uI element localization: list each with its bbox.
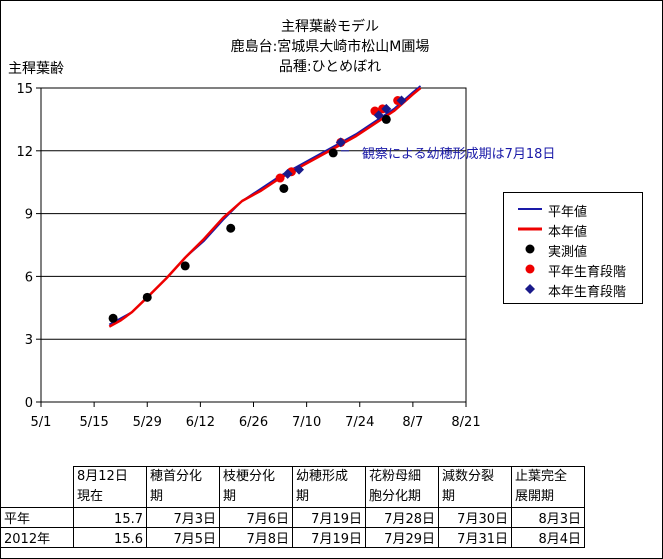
table-header-cell: 幼穂形成期 xyxy=(292,466,366,508)
legend-red-dot-icon xyxy=(525,264,535,274)
table-cell: 8月4日 xyxy=(511,527,585,548)
data-point-diamond xyxy=(294,164,305,175)
y-tick-label: 0 xyxy=(25,396,33,411)
y-tick-label: 9 xyxy=(25,208,33,223)
legend-item-measured: 実測値 xyxy=(504,239,642,260)
table-row-label: 2012年 xyxy=(0,527,74,548)
data-point-circle xyxy=(108,313,118,323)
data-point-diamond xyxy=(373,110,384,121)
x-tick-label: 5/29 xyxy=(133,415,162,430)
table-cell: 7月30日 xyxy=(438,507,512,528)
table-cell: 7月8日 xyxy=(219,527,293,548)
table-header-cell xyxy=(0,466,74,508)
legend-item-this-year-stage: 本年生育段階 xyxy=(504,279,642,300)
x-tick-label: 7/10 xyxy=(292,415,321,430)
table-row: 平年 15.7 7月3日 7月6日 7月19日 7月28日 7月30日 8月3日 xyxy=(0,507,585,528)
y-tick-label: 15 xyxy=(16,82,33,97)
table-row: 2012年 15.6 7月5日 7月8日 7月19日 7月29日 7月31日 8月4日 xyxy=(0,527,585,548)
data-point-diamond xyxy=(381,103,392,114)
data-point-diamond xyxy=(282,168,293,179)
table-header-cell: 枝梗分化期 xyxy=(219,466,293,508)
table-cell: 7月6日 xyxy=(219,507,293,528)
legend-line-blue-icon xyxy=(518,208,542,210)
table-header-row: 8月12日 現在 穂首分化期枝梗分化期幼穂形成期花粉母細 胞分化期 減数分裂期止葉完全展… xyxy=(0,466,585,508)
data-point-circle xyxy=(328,148,338,158)
legend-label: 実測値 xyxy=(548,245,588,260)
plot-area xyxy=(40,87,467,403)
y-axis-label: 主稈葉齢 xyxy=(8,61,64,77)
chart-subtitle-location: 鹿島台:宮城県大崎市松山M圃場 xyxy=(230,39,430,55)
y-tick-label: 12 xyxy=(16,145,33,160)
table-row-label: 平年 xyxy=(0,507,74,528)
data-point-circle xyxy=(180,261,190,271)
y-tick-label: 6 xyxy=(25,270,33,285)
legend-label: 平年値 xyxy=(548,205,588,220)
data-point-diamond xyxy=(396,95,407,106)
growth-stage-table: 8月12日 現在 穂首分化期枝梗分化期幼穂形成期花粉母細 胞分化期 減数分裂期止葉完全展… xyxy=(0,466,585,548)
legend-line-red-icon xyxy=(518,227,542,231)
data-point-circle xyxy=(142,292,152,302)
table-cell: 8月3日 xyxy=(511,507,585,528)
table-cell: 7月31日 xyxy=(438,527,512,548)
x-tick-label: 6/26 xyxy=(239,415,268,430)
chart-subtitle-variety: 品種:ひとめぼれ xyxy=(278,59,382,75)
table-header-cell: 止葉完全 展開期 xyxy=(511,466,585,508)
table-cell: 15.7 xyxy=(73,507,147,528)
table-header-cell: 花粉母細 胞分化期 xyxy=(365,466,439,508)
chart-title-block: 主稈葉齢モデル 鹿島台:宮城県大崎市松山M圃場 品種:ひとめぼれ xyxy=(200,17,460,77)
legend-label: 平年生育段階 xyxy=(548,265,627,280)
data-point-circle xyxy=(226,223,236,233)
leaf-age-chart: 0 3 6 9 12 15 5/1 5/15 5/29 6/12 6/26 7/10 7/24 8/7 8/… xyxy=(16,82,480,430)
legend-item-normal-year: 平年値 xyxy=(504,199,642,220)
legend-black-dot-icon xyxy=(525,244,535,254)
x-tick-label: 5/1 xyxy=(31,415,52,430)
chart-legend: 平年値 本年値 実測値 平年生育段階 本年生育段階 xyxy=(503,192,643,304)
observation-annotation: 観察による幼穂形成期は7月18日 xyxy=(362,147,556,162)
x-tick-label: 8/7 xyxy=(402,415,423,430)
table-cell: 15.6 xyxy=(73,527,147,548)
legend-item-this-year: 本年値 xyxy=(504,219,642,240)
legend-label: 本年生育段階 xyxy=(548,285,627,300)
x-tick-label: 6/12 xyxy=(186,415,215,430)
x-tick-label: 7/24 xyxy=(345,415,374,430)
table-cell: 7月29日 xyxy=(365,527,439,548)
x-tick-label: 5/15 xyxy=(80,415,109,430)
table-header-cell: 穂首分化期 xyxy=(146,466,220,508)
table-header-cell: 8月12日 現在 xyxy=(73,466,147,508)
legend-item-normal-stage: 平年生育段階 xyxy=(504,259,642,280)
table-cell: 7月5日 xyxy=(146,527,220,548)
data-point-circle xyxy=(275,173,285,183)
data-point-circle xyxy=(279,183,289,193)
table-cell: 7月19日 xyxy=(292,527,366,548)
y-tick-label: 3 xyxy=(25,333,33,348)
table-header-cell: 減数分裂期 xyxy=(438,466,512,508)
chart-title: 主稈葉齢モデル xyxy=(281,19,379,35)
legend-blue-diamond-icon xyxy=(525,284,535,294)
table-cell: 7月3日 xyxy=(146,507,220,528)
data-point-circle xyxy=(381,114,391,124)
data-point-diamond xyxy=(335,137,346,148)
legend-label: 本年値 xyxy=(548,225,588,240)
table-cell: 7月28日 xyxy=(365,507,439,528)
x-tick-label: 8/21 xyxy=(451,415,480,430)
table-cell: 7月19日 xyxy=(292,507,366,528)
